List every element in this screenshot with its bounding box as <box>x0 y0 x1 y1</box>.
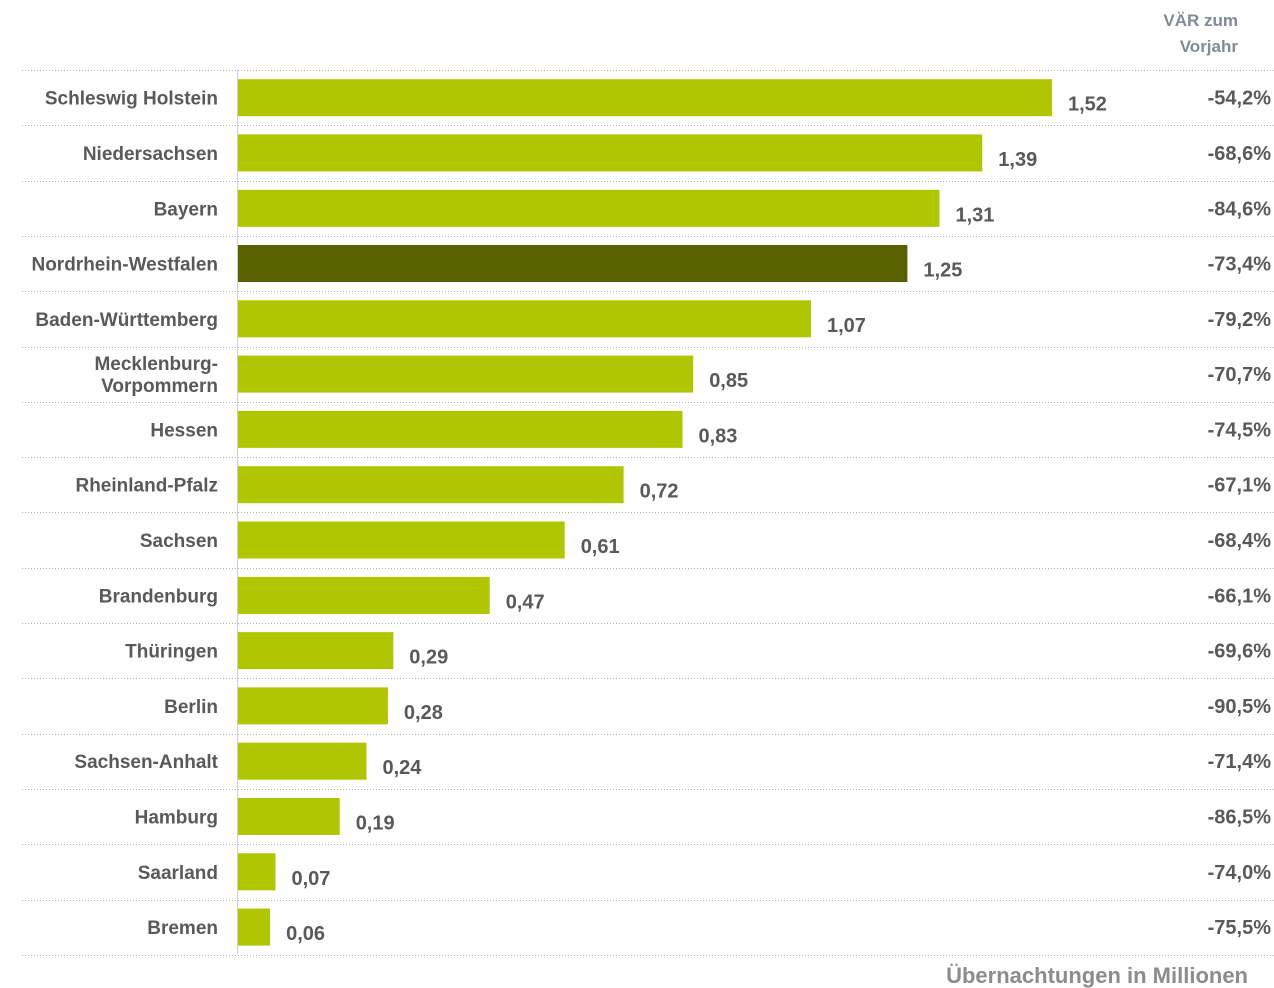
change-label: -75,5% <box>1208 917 1272 939</box>
bar-hessen <box>238 410 683 448</box>
bar-sachsen-anhalt <box>238 742 367 780</box>
change-label: -74,0% <box>1208 862 1272 884</box>
bar-rheinland-pfalz <box>238 466 624 504</box>
category-label: Rheinland-Pfalz <box>75 476 218 497</box>
bar-schleswig-holstein <box>238 79 1052 117</box>
bar-niedersachsen <box>238 134 983 172</box>
bar-bremen <box>238 908 271 946</box>
value-label: 0,61 <box>581 536 620 558</box>
category-label: Schleswig Holstein <box>45 89 218 110</box>
value-label: 0,85 <box>709 370 748 392</box>
change-label: -86,5% <box>1208 807 1272 829</box>
bars <box>238 79 1052 946</box>
change-label: -67,1% <box>1208 475 1272 497</box>
bar-saarland <box>238 853 276 891</box>
category-label: Baden-Württemberg <box>35 310 218 331</box>
change-label: -70,7% <box>1208 364 1272 386</box>
value-label: 1,52 <box>1068 94 1107 116</box>
change-label: -84,6% <box>1208 198 1272 220</box>
x-axis-unit-label: Übernachtungen in Millionen <box>946 963 1248 988</box>
change-label: -79,2% <box>1208 309 1272 331</box>
change-label: -71,4% <box>1208 751 1272 773</box>
category-label: Sachsen <box>140 531 218 552</box>
category-label: Thüringen <box>125 642 218 663</box>
category-label: Berlin <box>164 697 218 718</box>
change-label: -66,1% <box>1208 585 1272 607</box>
value-label: 0,06 <box>286 923 325 945</box>
bar-baden-württemberg <box>238 300 811 338</box>
value-label: 0,29 <box>409 647 448 669</box>
bar-berlin <box>238 687 388 725</box>
value-labels: 1,52 1,39 1,31 1,25 1,07 0,85 0,83 0,72 0,61 0,47… <box>286 94 1107 945</box>
category-label: Hessen <box>150 420 218 441</box>
bar-sachsen <box>238 521 565 559</box>
change-label: -69,6% <box>1208 641 1272 663</box>
change-labels: -54,2% -68,6% -84,6% -73,4% -79,2% -70,7% -74,… <box>1208 88 1272 939</box>
bar-nordrhein-westfalen <box>238 245 908 282</box>
value-label: 0,07 <box>292 868 331 890</box>
category-label: Brandenburg <box>99 586 218 607</box>
change-column-header-line2: Vorjahr <box>1180 37 1239 56</box>
category-labels: Schleswig Holstein Niedersachsen Bayern Nor… <box>31 89 218 939</box>
category-label: Nordrhein-Westfalen <box>31 255 218 276</box>
value-label: 0,47 <box>506 591 545 613</box>
value-label: 1,07 <box>827 315 866 337</box>
category-label: Niedersachsen <box>83 144 218 165</box>
value-label: 1,25 <box>923 260 962 282</box>
change-label: -68,4% <box>1208 530 1272 552</box>
bar-brandenburg <box>238 576 490 614</box>
bar-thüringen <box>238 632 394 670</box>
bar-hamburg <box>238 798 340 835</box>
value-label: 0,19 <box>356 813 395 835</box>
category-label: Sachsen-Anhalt <box>74 752 218 773</box>
category-label: Mecklenburg-Vorpommern <box>94 354 218 397</box>
value-label: 0,28 <box>404 702 443 724</box>
change-label: -68,6% <box>1208 143 1272 165</box>
value-label: 1,31 <box>956 204 995 226</box>
change-column-header-line1: VÄR zum <box>1163 11 1238 30</box>
value-label: 0,83 <box>699 425 738 447</box>
category-label: Hamburg <box>135 808 218 829</box>
category-label: Saarland <box>138 863 218 884</box>
change-label: -54,2% <box>1208 88 1272 110</box>
value-label: 1,39 <box>998 149 1037 171</box>
value-label: 0,72 <box>640 481 679 503</box>
change-label: -73,4% <box>1208 254 1272 276</box>
category-label: Bremen <box>147 918 218 939</box>
bar-mecklenburg-vorpommern <box>238 355 694 393</box>
change-label: -74,5% <box>1208 419 1272 441</box>
value-label: 0,24 <box>383 757 423 779</box>
category-label: Bayern <box>154 199 218 220</box>
bar-bayern <box>238 189 940 227</box>
change-label: -90,5% <box>1208 696 1272 718</box>
